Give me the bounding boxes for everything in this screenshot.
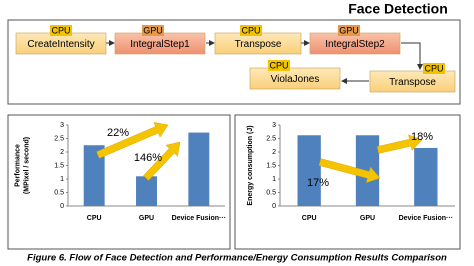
annotation: 22% <box>107 127 129 139</box>
processor-tag-label: GPU <box>339 25 359 35</box>
processor-tag <box>268 60 290 71</box>
node-label: ViolaJones <box>271 74 320 85</box>
x-tick-label: CPU <box>87 215 102 222</box>
y-axis-label: Energy consumption (J) <box>247 125 254 205</box>
processor-tag <box>50 25 72 36</box>
x-tick-label: CPU <box>302 215 317 222</box>
annotation: 17% <box>307 177 329 189</box>
node-label: IntegralStep1 <box>130 39 190 50</box>
y-tick-label: 3 <box>60 122 64 129</box>
flow-arrows <box>106 40 423 84</box>
y-tick-label: 0 <box>60 203 64 210</box>
annotation-arrow <box>376 134 423 154</box>
diagram-title: Face Detection <box>348 1 448 17</box>
annotation-arrow <box>143 141 181 181</box>
annotation: 18% <box>411 131 433 143</box>
processor-tag-label: CPU <box>51 25 70 35</box>
node-label: Transpose <box>389 77 436 88</box>
y-tick-label: 1.5 <box>54 162 64 169</box>
bar <box>297 135 321 206</box>
node-label: Transpose <box>235 39 282 50</box>
node-label: CreateIntensity <box>27 39 94 50</box>
processor-tag-label: CPU <box>424 63 443 73</box>
y-tick-label: 2.5 <box>266 135 276 142</box>
node-box <box>369 70 456 93</box>
y-tick-label: 0.5 <box>266 189 276 196</box>
y-tick-label: 2 <box>60 149 64 156</box>
processor-tag-label: CPU <box>269 60 288 70</box>
caption: Figure 6. Flow of Face Detection and Per… <box>27 253 447 264</box>
processor-tag <box>240 25 262 36</box>
annotation-arrow <box>318 158 381 184</box>
y-tick-label: 2.5 <box>54 135 64 142</box>
y-tick-label: 3 <box>272 122 276 129</box>
x-tick-label: GPU <box>139 215 154 222</box>
y-tick-label: 1.5 <box>266 162 276 169</box>
bar <box>414 147 438 206</box>
processor-tag-label: GPU <box>143 25 163 35</box>
bar <box>355 135 380 206</box>
processor-tag <box>142 25 164 36</box>
node-label: IntegralStep2 <box>325 39 385 50</box>
y-tick-label: 2 <box>272 149 276 156</box>
y-tick-label: 1 <box>272 176 276 183</box>
annotation-arrow <box>96 122 169 159</box>
bar <box>83 145 105 206</box>
chart-frame <box>234 114 461 250</box>
diagram-frame <box>7 19 461 105</box>
bar <box>188 132 210 206</box>
x-tick-label: Device Fusion··· <box>172 215 226 222</box>
processor-tag <box>338 25 360 36</box>
y-tick-label: 0.5 <box>54 189 64 196</box>
node-box <box>249 67 341 90</box>
processor-tag <box>423 63 445 74</box>
chart-frame <box>7 114 231 250</box>
y-axis-label: Performance <box>14 144 21 187</box>
y-axis-label: (MPixel / second) <box>23 137 30 194</box>
processor-tag-label: CPU <box>241 25 260 35</box>
annotation: 146% <box>134 152 162 164</box>
y-tick-label: 0 <box>272 203 276 210</box>
bar <box>136 176 157 206</box>
x-tick-label: Device Fusion··· <box>399 215 453 222</box>
y-tick-label: 1 <box>60 176 64 183</box>
x-tick-label: GPU <box>360 215 375 222</box>
